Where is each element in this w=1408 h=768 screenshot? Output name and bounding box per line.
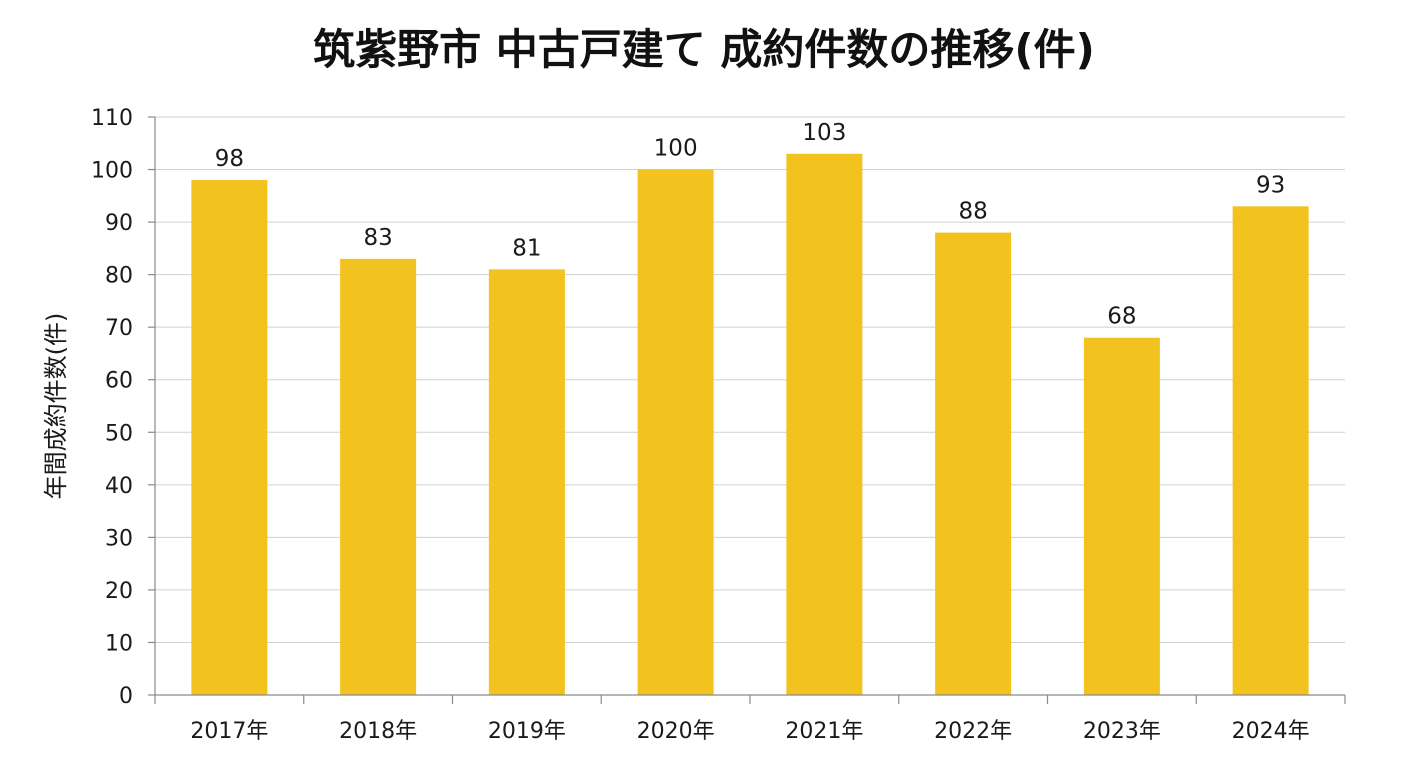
y-tick-label: 40 xyxy=(105,474,133,499)
data-label: 100 xyxy=(654,136,698,162)
data-label: 93 xyxy=(1256,172,1285,198)
y-tick-label: 20 xyxy=(105,579,133,604)
x-tick-label: 2022年 xyxy=(934,719,1012,744)
data-label: 83 xyxy=(363,225,392,251)
data-label: 88 xyxy=(958,199,987,225)
y-tick-label: 0 xyxy=(119,684,133,709)
x-tick-label: 2023年 xyxy=(1083,719,1161,744)
y-tick-label: 90 xyxy=(105,211,133,236)
gridlines xyxy=(148,116,1346,704)
x-tick-label: 2018年 xyxy=(339,719,417,744)
bar-2017年 xyxy=(191,180,268,695)
bar-2024年 xyxy=(1232,206,1309,695)
bar-2018年 xyxy=(340,258,417,695)
bar-2019年 xyxy=(488,269,565,695)
axes xyxy=(154,117,1345,696)
bars xyxy=(191,153,1309,696)
y-tick-label: 80 xyxy=(105,264,133,289)
y-tick-label: 70 xyxy=(105,316,133,341)
data-label: 98 xyxy=(215,146,244,172)
bar-2022年 xyxy=(935,232,1012,695)
x-tick-label: 2020年 xyxy=(637,719,715,744)
y-tick-label: 110 xyxy=(91,106,133,131)
bar-2023年 xyxy=(1083,337,1160,695)
y-tick-label: 60 xyxy=(105,369,133,394)
y-tick-label: 50 xyxy=(105,421,133,446)
data-labels: 98 83 81 100 103 88 68 93 xyxy=(215,120,1286,330)
y-tick-label: 100 xyxy=(91,159,133,184)
x-tick-label: 2017年 xyxy=(190,719,268,744)
y-tick-labels: 0 10 20 30 40 50 60 70 80 90 100 110 xyxy=(91,106,133,709)
y-tick-label: 10 xyxy=(105,631,133,656)
bar-2020年 xyxy=(637,169,714,695)
x-tick-label: 2019年 xyxy=(488,719,566,744)
y-axis-title: 年間成約件数(件) xyxy=(42,313,70,500)
x-tick-label: 2021年 xyxy=(785,719,863,744)
x-tick-labels: 2017年 2018年 2019年 2020年 2021年 2022年 2023年 2024年 xyxy=(190,719,1309,744)
x-tick-label: 2024年 xyxy=(1232,719,1310,744)
bar-2021年 xyxy=(786,153,863,696)
y-tick-label: 30 xyxy=(105,526,133,551)
chart-title: 筑紫野市 中古戸建て 成約件数の推移(件) xyxy=(313,25,1095,74)
data-label: 103 xyxy=(802,120,846,146)
data-label: 81 xyxy=(512,235,541,261)
data-label: 68 xyxy=(1107,304,1136,330)
